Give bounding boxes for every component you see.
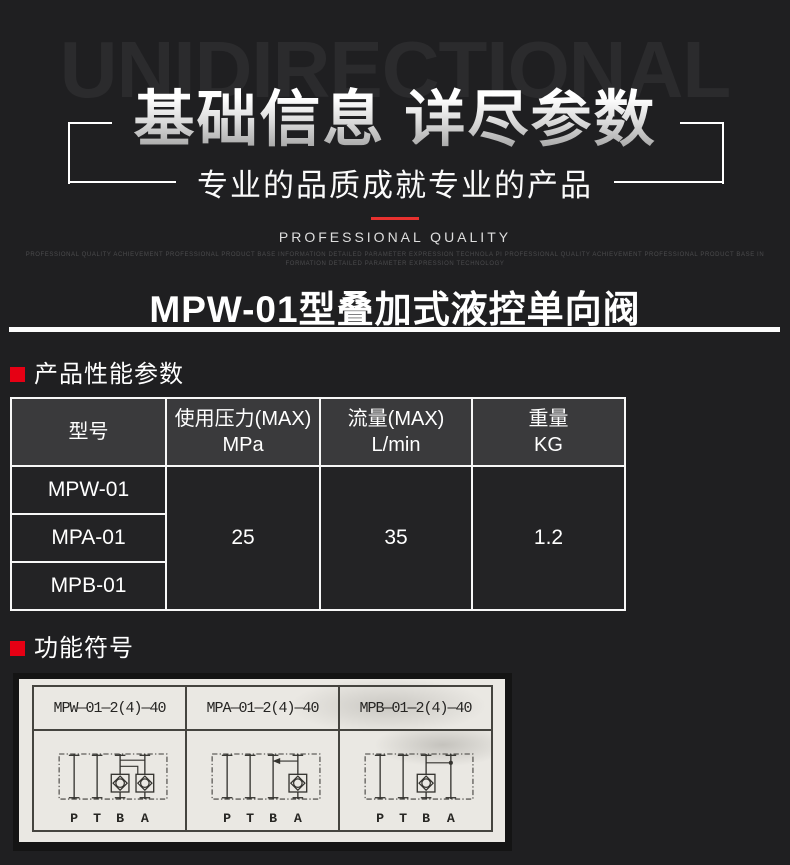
- port-label-b: B: [422, 811, 430, 826]
- subtitle-flank-line-right: [614, 181, 722, 183]
- port-lines: [374, 753, 457, 800]
- fine-print-line-2: FORMATION DETAILED PARAMETER EXPRESSION …: [285, 261, 505, 267]
- header-line: 使用压力(MAX): [174, 408, 312, 430]
- check-valve-a: [135, 773, 155, 793]
- hero-title: 基础信息 详尽参数: [0, 84, 790, 154]
- symbol-panel-title: MPB—01—2(4)—40: [340, 687, 491, 731]
- port-label-t: T: [399, 811, 407, 826]
- spec-table: 型号 使用压力(MAX) MPa 流量(MAX) L/min 重量 KG MPW…: [10, 397, 626, 611]
- port-label-p: P: [223, 811, 231, 826]
- scanned-paper: MPW—01—2(4)—40: [19, 679, 505, 842]
- symbol-panel-drawing: P T B A: [187, 731, 338, 830]
- header-line: KG: [534, 434, 563, 456]
- port-label-p: P: [376, 811, 384, 826]
- section-label-symbols: 功能符号: [34, 634, 134, 662]
- symbol-table: MPW—01—2(4)—40: [32, 685, 493, 832]
- spec-header-weight: 重量 KG: [473, 399, 624, 465]
- spec-model-cell: MPW-01: [12, 467, 165, 513]
- port-label-t: T: [93, 811, 101, 826]
- header-line: 型号: [68, 421, 109, 443]
- red-square-bullet-icon: [10, 366, 25, 382]
- fine-print-line-1: PROFESSIONAL QUALITY ACHIEVEMENT PROFESS…: [25, 252, 765, 258]
- spec-header-pressure: 使用压力(MAX) MPa: [167, 399, 319, 465]
- mpb-hydraulic-schematic: P T B A: [364, 753, 474, 826]
- symbol-panel-mpa: MPA—01—2(4)—40: [187, 687, 340, 830]
- mpa-hydraulic-schematic: P T B A: [211, 753, 321, 826]
- decorative-bracket-left: [68, 122, 112, 184]
- spec-model-cell: MPB-01: [12, 563, 165, 609]
- spec-value-weight: 1.2: [473, 467, 624, 609]
- pilot-arrowhead: [272, 757, 281, 765]
- symbol-panel-mpw: MPW—01—2(4)—40: [34, 687, 187, 830]
- check-valve-b: [110, 773, 130, 793]
- product-title: MPW-01型叠加式液控单向阀: [149, 289, 641, 330]
- section-label-performance: 产品性能参数: [34, 360, 184, 388]
- section-header-performance: 产品性能参数: [10, 359, 184, 389]
- decorative-bracket-right: [680, 122, 724, 184]
- port-label-b: B: [116, 811, 124, 826]
- header-line: 重量: [528, 408, 569, 430]
- check-valve-a: [288, 773, 308, 793]
- spec-value-pressure: 25: [167, 467, 319, 609]
- red-square-bullet-icon: [10, 640, 25, 656]
- hero-subtitle: 专业的品质成就专业的产品: [197, 168, 593, 203]
- spec-header-flow: 流量(MAX) L/min: [321, 399, 471, 465]
- header-line: L/min: [371, 434, 421, 456]
- spec-value-flow: 35: [321, 467, 471, 609]
- title-underline-rule: [9, 327, 780, 332]
- check-valve-b: [416, 773, 436, 793]
- port-label-a: A: [141, 811, 149, 826]
- mpw-hydraulic-schematic: P T B A: [58, 753, 168, 826]
- background-watermark-text: UNIDIRECTIONAL: [59, 25, 731, 114]
- header-line: 流量(MAX): [347, 408, 445, 430]
- port-label-t: T: [246, 811, 254, 826]
- red-divider-line: [371, 217, 419, 220]
- function-symbol-figure: MPW—01—2(4)—40: [13, 673, 512, 851]
- port-label-p: P: [70, 811, 78, 826]
- header-line: MPa: [222, 434, 264, 456]
- symbol-panel-title: MPA—01—2(4)—40: [187, 687, 338, 731]
- symbol-panel-title: MPW—01—2(4)—40: [34, 687, 185, 731]
- quality-label: PROFESSIONAL QUALITY: [278, 229, 512, 245]
- pilot-line: [120, 765, 139, 775]
- symbol-panel-drawing: P T B A: [34, 731, 185, 830]
- section-header-symbols: 功能符号: [10, 633, 134, 663]
- port-label-b: B: [269, 811, 277, 826]
- port-label-a: A: [294, 811, 302, 826]
- pilot-junction-dot: [448, 760, 453, 765]
- symbol-panel-mpb: MPB—01—2(4)—40: [340, 687, 491, 830]
- symbol-panel-drawing: P T B A: [340, 731, 491, 830]
- subtitle-flank-line-left: [68, 181, 176, 183]
- spec-model-cell: MPA-01: [12, 515, 165, 561]
- spec-header-model: 型号: [12, 399, 165, 465]
- port-label-a: A: [447, 811, 455, 826]
